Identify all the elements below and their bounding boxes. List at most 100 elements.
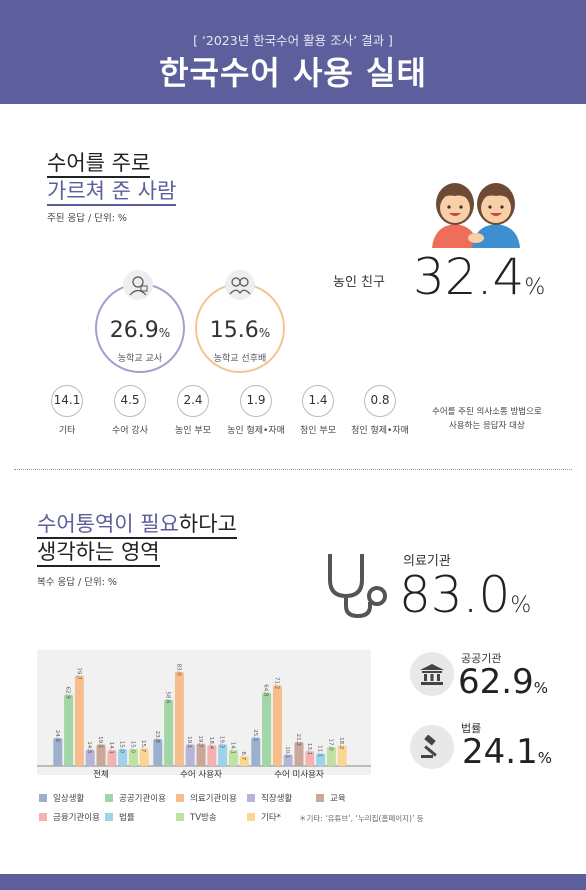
stat-public-value: 62.9% [458,662,548,708]
teacher-icon [123,270,153,300]
footer-bar [0,874,586,890]
bar-label-1-3: 19.1 [186,736,192,748]
legend-swatch-3 [247,794,255,802]
legend-label-1: 공공기관이용 [119,794,166,804]
bar-0-6 [118,749,128,766]
section2-title-line2: 생각하는 영역 [37,540,160,567]
bar-2-6 [316,753,326,766]
top-teacher-label: 농인 친구 [333,275,385,290]
circle-deaf-school-teacher-label: 농학교 교사 [117,354,163,364]
legend-label-5: 금융기관이용 [53,813,100,823]
legend-swatch-2 [176,794,184,802]
stat-public-unit: % [533,679,548,697]
item-instructor-value: 4.5 [114,385,146,417]
legend-label-8: 기타* [261,813,281,823]
section1-title-line1: 수어를 주로 [47,151,151,178]
bar-label-2-1: 64.8 [263,684,269,697]
bar-label-1-8: 8.7 [240,751,246,760]
item-hearing-parent: 1.4 청인 부모 [288,385,348,436]
bar-label-0-0: 24.6 [54,730,60,743]
item-deaf-sibling-value: 1.9 [240,385,272,417]
bar-label-2-3: 10.1 [284,746,290,758]
bar-label-1-5: 18.4 [208,737,214,750]
bar-label-2-6: 11.1 [317,745,323,757]
item-instructor: 4.5 수어 강사 [100,385,160,436]
bar-0-0 [53,738,63,766]
bar-0-3 [85,749,95,766]
header-subtitle: [ ‘2023년 한국수어 활용 조사’ 결과 ] [193,33,393,48]
header-title: 한국수어 사용 실태 [159,54,427,92]
circle1-unit: % [158,326,171,340]
item-hearing-parent-label: 청인 부모 [300,426,336,436]
public-institution-icon [410,652,454,696]
legend-label-4: 교육 [330,794,346,804]
item-other: 14.1 기타 [37,385,97,436]
area-bar-chart: 24.6 62.9 79.7 14.5 19.1 14.1 15.0 15.0 15.7 전체 23… [37,664,371,780]
bar-1-3 [185,744,195,766]
bar-0-4 [96,744,106,766]
legend-swatch-6 [105,813,113,821]
bar-0-7 [128,749,138,766]
legend-label-0: 일상생활 [53,794,85,804]
legend-swatch-1 [105,794,113,802]
bar-1-7 [228,750,238,766]
circle2-number: 15.6 [209,318,259,343]
bar-label-0-5: 14.1 [108,742,114,754]
bar-label-1-0: 23.8 [154,731,160,744]
bar-label-2-5: 13.1 [306,743,312,755]
item-instructor-label: 수어 강사 [112,426,148,436]
circle1-number: 26.9 [109,318,159,343]
bar-label-1-2: 83.0 [175,664,181,677]
item-hearing-parent-value: 1.4 [302,385,334,417]
section1-title-line2: 가르쳐 준 사람 [47,179,177,206]
bar-label-0-2: 79.7 [75,667,81,680]
legend-label-7: TV방송 [190,813,217,823]
bar-label-2-4: 21.3 [295,734,301,747]
section2-title: 수어통역이 필요하다고 생각하는 영역 [37,511,237,567]
gavel-icon [410,725,454,769]
bar-1-2 [174,671,184,766]
legend-swatch-7 [176,813,184,821]
category-label-1: 수어 사용자 [180,769,222,780]
top-area-label: 의료기관 [403,554,451,569]
bar-label-1-6: 19.3 [219,736,225,749]
bar-label-0-1: 62.9 [65,686,71,699]
legend-swatch-0 [39,794,47,802]
friends-illustration-icon [432,183,520,248]
side-note-line1: 수어를 주된 의사소통 방법으로 [432,407,542,417]
legend-item-0: 일상생활 [39,792,84,804]
bar-0-8 [139,748,149,766]
bar-label-0-6: 15.0 [119,741,125,754]
section1-side-note: 수어를 주된 의사소통 방법으로 사용하는 응답자 대상 [432,405,542,433]
item-other-label: 기타 [58,426,76,436]
legend-item-1: 공공기관이용 [105,792,166,804]
section2-title-highlight: 수어통역이 필요 [37,512,179,536]
bar-1-4 [196,743,206,766]
item-other-value: 14.1 [51,385,83,417]
top-area-value: 83.0% [399,567,531,634]
item-deaf-parent-label: 농인 부모 [175,426,211,436]
bar-label-1-1: 58.6 [165,691,171,704]
circle-deaf-school-seniors-label: 농학교 선후배 [213,354,267,364]
item-deaf-parent: 2.4 농인 부모 [163,385,223,436]
bar-1-1 [164,699,174,766]
legend-swatch-8 [247,813,255,821]
legend-label-6: 법률 [119,813,135,823]
bar-label-2-8: 18.2 [338,737,344,749]
item-deaf-parent-value: 2.4 [177,385,209,417]
circle-deaf-school-teacher-value: 26.9% [97,318,183,343]
legend-label-2: 의료기관이용 [190,794,237,804]
circle-deaf-school-seniors-value: 15.6% [197,318,283,343]
category-label-0: 전체 [93,769,109,780]
bar-2-8 [337,745,347,766]
legend-item-6: 법률 [105,811,135,823]
top-area-unit: % [510,593,532,618]
bar-0-2 [74,675,84,766]
side-note-line2: 사용하는 응답자 대상 [448,421,525,431]
stat-public-number: 62.9 [458,662,534,702]
item-hearing-sibling-label: 청인 형제•자매 [351,426,409,436]
bar-label-2-0: 25.1 [252,729,258,741]
section2-note: 복수 응답 / 단위: % [37,577,117,588]
bar-label-0-7: 15.0 [129,741,135,754]
item-hearing-sibling: 0.8 청인 형제•자매 [350,385,410,436]
